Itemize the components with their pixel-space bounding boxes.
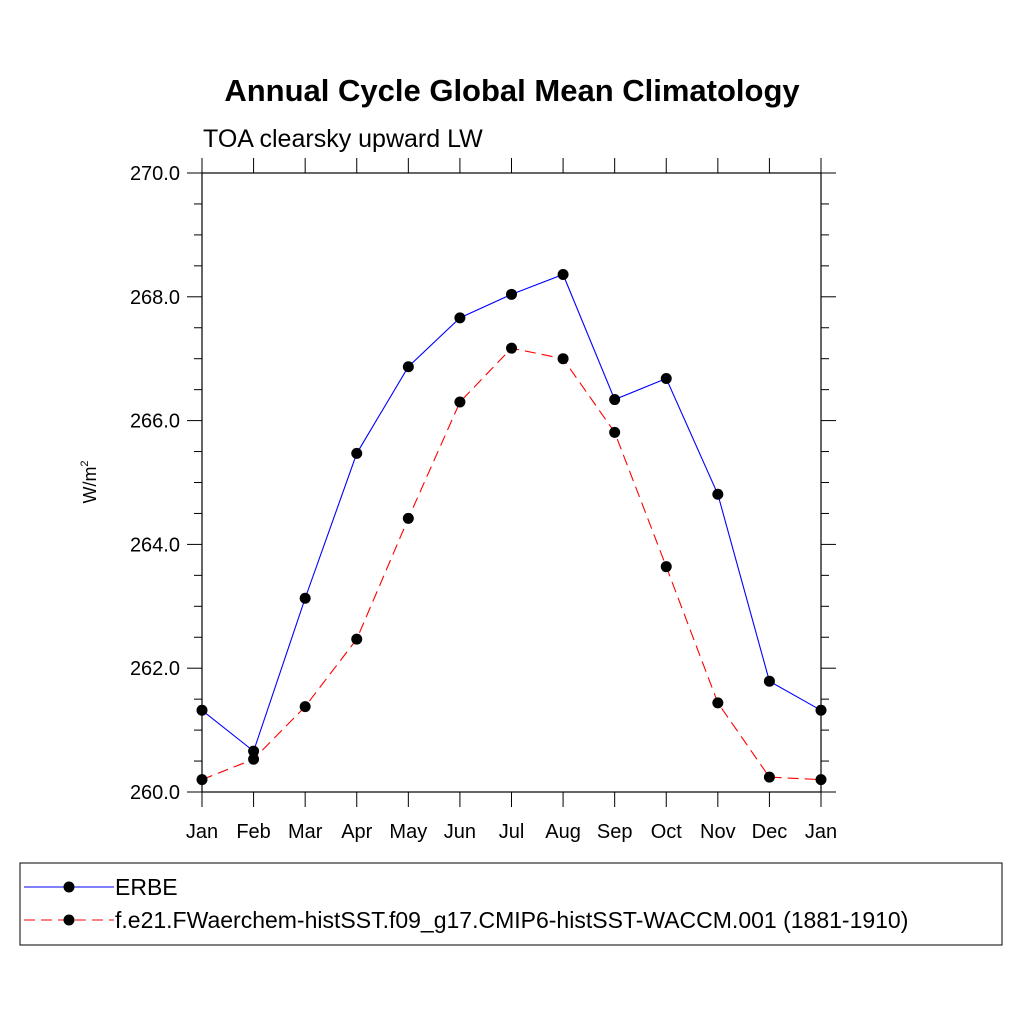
- y-tick-label: 262.0: [130, 658, 180, 680]
- series-markers: [196, 269, 827, 786]
- data-point-s0-9: [660, 373, 672, 385]
- x-tick-label: Aug: [545, 821, 581, 843]
- data-point-s1-10: [712, 697, 724, 709]
- x-tick-label: Jun: [444, 821, 476, 843]
- y-axis-label: W/m2: [79, 460, 100, 503]
- x-tick-label: Jul: [499, 821, 525, 843]
- x-tick-label: Oct: [651, 821, 683, 843]
- x-tick-label: Apr: [341, 821, 372, 843]
- data-point-s0-11: [763, 675, 775, 687]
- y-axis-label-sup: 2: [79, 460, 91, 466]
- y-tick-label: 260.0: [130, 782, 180, 804]
- data-point-s0-8: [609, 394, 621, 406]
- data-point-s1-1: [248, 753, 260, 765]
- x-tick-label: Mar: [288, 821, 323, 843]
- y-axis-label-text: W/m: [80, 467, 100, 504]
- svg-text:W/m2: W/m2: [79, 460, 100, 503]
- plot-frame: [201, 172, 822, 793]
- data-point-s1-7: [557, 353, 569, 365]
- y-tick-labels: 260.0 262.0 264.0 266.0 268.0 270.0: [130, 163, 180, 804]
- data-point-s1-8: [609, 426, 621, 438]
- data-point-s0-6: [506, 288, 517, 300]
- y-tick-label: 266.0: [130, 411, 180, 433]
- data-point-s1-3: [351, 633, 363, 645]
- data-point-s1-5: [454, 396, 466, 408]
- series-line-1: [201, 347, 822, 781]
- data-point-s0-10: [712, 488, 724, 500]
- data-point-s1-9: [660, 561, 672, 573]
- data-point-s0-12: [815, 704, 827, 716]
- legend-label-0: ERBE: [115, 874, 178, 900]
- legend-box: [19, 862, 1003, 946]
- legend: ERBE f.e21.FWaerchem-histSST.f09_g17.CMIP…: [24, 874, 908, 933]
- data-point-s0-3: [351, 447, 363, 459]
- data-point-s0-5: [454, 312, 466, 324]
- data-point-s0-4: [402, 361, 414, 373]
- chart-subtitle: TOA clearsky upward LW: [203, 125, 483, 153]
- data-point-s0-1: [248, 745, 260, 757]
- data-point-s0-0: [196, 704, 208, 716]
- data-point-s1-6: [506, 342, 517, 354]
- x-tick-label: Dec: [752, 821, 788, 843]
- x-tick-label: Feb: [236, 821, 270, 843]
- x-tick-label: Nov: [700, 821, 736, 843]
- legend-marker-1: [63, 914, 75, 926]
- legend-marker-0: [63, 881, 75, 893]
- legend-label-1: f.e21.FWaerchem-histSST.f09_g17.CMIP6-hi…: [115, 907, 908, 933]
- x-tick-label: Jan: [186, 821, 218, 843]
- x-tick-label: Sep: [597, 821, 633, 843]
- axis-ticks: [187, 158, 836, 807]
- y-tick-label: 268.0: [130, 287, 180, 309]
- x-tick-labels: Jan Feb Mar Apr May Jun Jul Aug Sep Oct Nov Dec Jan: [186, 821, 837, 843]
- data-point-s0-7: [557, 269, 569, 281]
- chart-title: Annual Cycle Global Mean Climatology: [224, 73, 800, 108]
- data-point-s1-12: [815, 774, 827, 786]
- data-point-s1-0: [196, 774, 208, 786]
- y-tick-label: 264.0: [130, 534, 180, 556]
- data-point-s1-11: [763, 771, 775, 783]
- x-tick-label: May: [389, 821, 427, 843]
- x-tick-label: Jan: [805, 821, 837, 843]
- data-point-s1-4: [402, 512, 414, 524]
- data-point-s1-2: [299, 701, 311, 713]
- y-tick-label: 270.0: [130, 163, 180, 185]
- data-point-s0-2: [299, 592, 311, 604]
